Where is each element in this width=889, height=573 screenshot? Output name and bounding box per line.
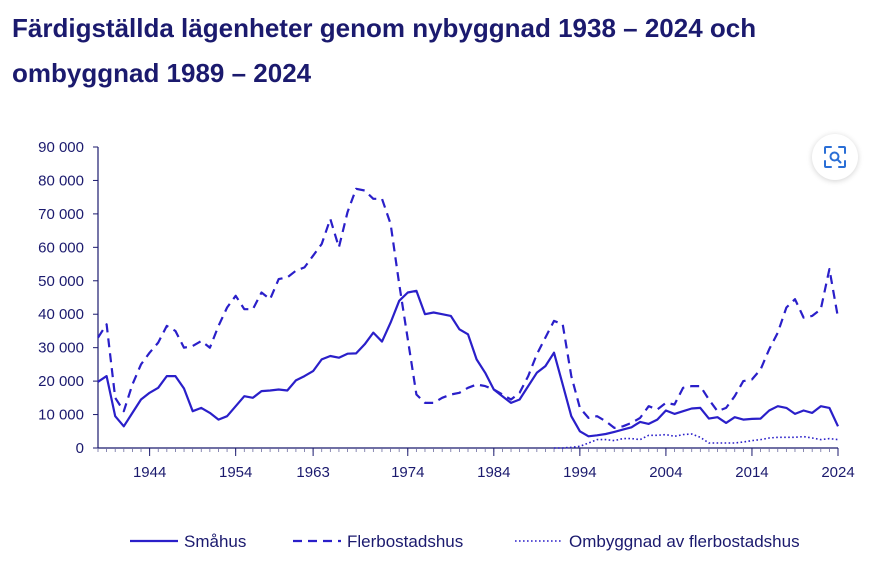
y-tick-label: 40 000 (38, 306, 84, 323)
x-tick-label: 1984 (477, 464, 510, 481)
y-tick-label: 10 000 (38, 407, 84, 424)
x-axis: 1944 1954 1963 1974 1984 1994 2004 2014 2024 (97, 447, 855, 481)
x-tick-label: 1954 (219, 464, 252, 481)
x-tick-label: 2024 (821, 464, 854, 481)
chart-title: Färdigställda lägenheter genom nybyggnad… (12, 13, 757, 88)
legend-label: Ombyggnad av flerbostadshus (569, 532, 800, 551)
y-tick-label: 30 000 (38, 340, 84, 357)
legend-label: Småhus (184, 532, 246, 551)
y-tick-label: 90 000 (38, 139, 84, 156)
x-tick-label: 1974 (391, 464, 424, 481)
y-tick-label: 50 000 (38, 273, 84, 290)
x-tick-label: 1944 (133, 464, 166, 481)
y-tick-label: 60 000 (38, 239, 84, 256)
lens-button[interactable] (812, 134, 858, 180)
series-lines (97, 187, 840, 449)
y-tick-label: 80 000 (38, 172, 84, 189)
legend-label: Flerbostadshus (347, 532, 463, 551)
lens-icon (824, 146, 846, 168)
y-tick-label: 0 (76, 440, 84, 457)
series-line-dashed (97, 187, 840, 429)
y-tick-label: 20 000 (38, 373, 84, 390)
y-axis: 0 10 000 20 000 30 000 40 000 50 000 60 000 70 … (38, 139, 99, 457)
x-tick-label: 2014 (735, 464, 768, 481)
x-tick-label: 2004 (649, 464, 682, 481)
x-tick-label: 1994 (563, 464, 596, 481)
legend: Småhus Flerbostadshus Ombyggnad av flerbos… (130, 532, 800, 551)
x-tick-label: 1963 (296, 464, 329, 481)
series-line-solid (97, 289, 839, 438)
y-tick-label: 70 000 (38, 206, 84, 223)
series-line-dotted (554, 433, 839, 449)
